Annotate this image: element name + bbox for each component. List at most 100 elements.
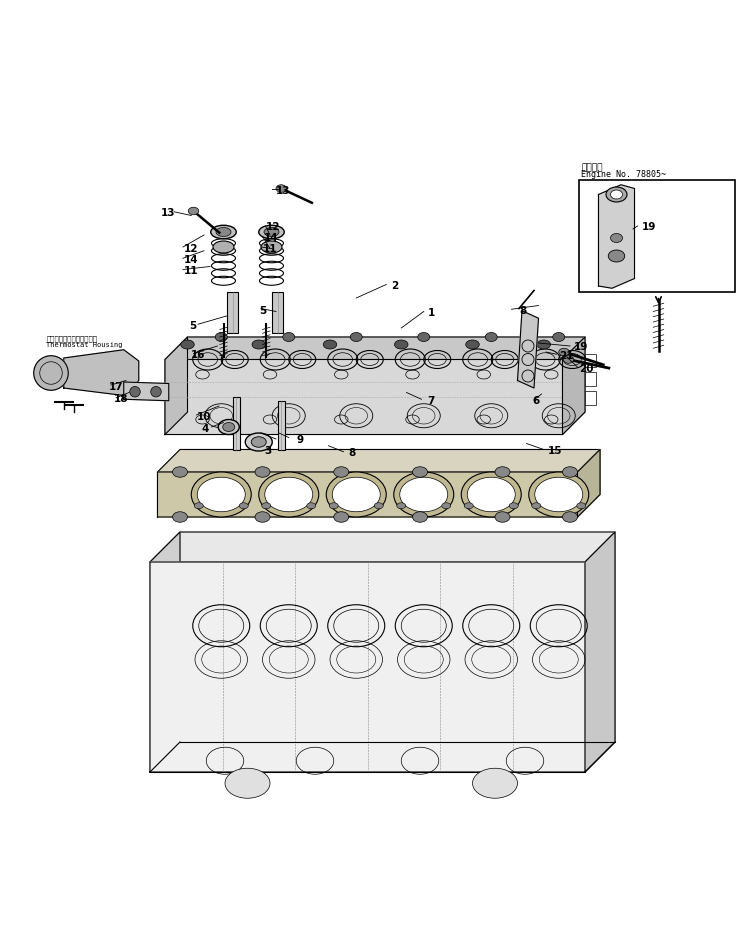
- Ellipse shape: [397, 503, 406, 509]
- Ellipse shape: [276, 185, 286, 193]
- Ellipse shape: [535, 478, 583, 512]
- Ellipse shape: [559, 348, 569, 356]
- Text: Thermostat Housing: Thermostat Housing: [46, 342, 123, 347]
- Polygon shape: [562, 337, 585, 434]
- Polygon shape: [518, 311, 538, 388]
- Ellipse shape: [151, 386, 161, 397]
- Ellipse shape: [485, 332, 497, 342]
- Bar: [585, 391, 596, 404]
- Ellipse shape: [216, 228, 231, 237]
- Text: 適用号等: 適用号等: [581, 163, 603, 173]
- Bar: [579, 179, 735, 292]
- Ellipse shape: [252, 340, 266, 349]
- Text: 11: 11: [262, 244, 277, 254]
- Polygon shape: [150, 532, 615, 562]
- Text: 10: 10: [196, 412, 211, 422]
- Ellipse shape: [213, 241, 234, 253]
- Bar: [272, 292, 283, 333]
- Ellipse shape: [223, 423, 235, 431]
- Text: 13: 13: [276, 186, 290, 195]
- Bar: [585, 372, 596, 386]
- Text: 3: 3: [264, 446, 272, 456]
- Ellipse shape: [197, 478, 245, 512]
- Ellipse shape: [261, 241, 282, 253]
- Polygon shape: [165, 337, 585, 360]
- Ellipse shape: [323, 340, 337, 349]
- Text: 19: 19: [574, 343, 588, 352]
- Ellipse shape: [218, 419, 239, 434]
- Bar: [232, 397, 240, 449]
- Ellipse shape: [211, 226, 236, 239]
- Ellipse shape: [464, 503, 473, 509]
- Text: 13: 13: [161, 209, 176, 218]
- Ellipse shape: [394, 472, 454, 517]
- Ellipse shape: [529, 472, 589, 517]
- Ellipse shape: [394, 340, 408, 349]
- Text: 5: 5: [259, 307, 266, 316]
- Ellipse shape: [334, 512, 349, 522]
- Ellipse shape: [188, 208, 199, 214]
- Text: 19: 19: [642, 223, 656, 232]
- Text: 4: 4: [201, 424, 208, 433]
- Ellipse shape: [610, 233, 622, 243]
- Ellipse shape: [326, 472, 386, 517]
- Text: 5: 5: [189, 321, 196, 330]
- Text: 7: 7: [427, 396, 435, 406]
- Bar: [278, 401, 285, 449]
- Ellipse shape: [194, 503, 203, 509]
- Ellipse shape: [400, 478, 448, 512]
- Ellipse shape: [461, 472, 521, 517]
- Ellipse shape: [495, 466, 510, 478]
- Text: 8: 8: [349, 448, 356, 458]
- Text: Engine No. 78805~: Engine No. 78805~: [581, 170, 666, 179]
- Text: 6: 6: [532, 396, 540, 407]
- Ellipse shape: [255, 466, 270, 478]
- Text: 14: 14: [184, 255, 198, 264]
- Ellipse shape: [495, 512, 510, 522]
- Ellipse shape: [509, 503, 518, 509]
- Text: 21: 21: [559, 351, 573, 361]
- Ellipse shape: [215, 332, 227, 342]
- Polygon shape: [158, 449, 600, 472]
- Ellipse shape: [329, 503, 338, 509]
- Ellipse shape: [563, 356, 574, 363]
- Ellipse shape: [130, 386, 140, 397]
- Ellipse shape: [251, 437, 266, 447]
- Polygon shape: [150, 532, 615, 772]
- Polygon shape: [158, 449, 600, 517]
- Text: 14: 14: [264, 233, 279, 243]
- Ellipse shape: [608, 250, 625, 262]
- Circle shape: [34, 356, 68, 390]
- Text: 20: 20: [579, 363, 593, 374]
- Ellipse shape: [255, 512, 270, 522]
- Ellipse shape: [610, 190, 622, 199]
- Ellipse shape: [307, 503, 316, 509]
- Ellipse shape: [350, 332, 362, 342]
- Ellipse shape: [472, 768, 518, 799]
- Ellipse shape: [442, 503, 451, 509]
- Text: サーモスタットハウジング: サーモスタットハウジング: [46, 335, 98, 342]
- Text: 15: 15: [548, 446, 562, 456]
- Ellipse shape: [413, 466, 428, 478]
- Ellipse shape: [259, 226, 284, 239]
- Ellipse shape: [467, 478, 515, 512]
- Text: 12: 12: [266, 223, 280, 232]
- Text: 1: 1: [427, 308, 435, 318]
- Text: 12: 12: [184, 244, 198, 254]
- Ellipse shape: [562, 512, 578, 522]
- Ellipse shape: [606, 187, 627, 202]
- Ellipse shape: [245, 433, 272, 451]
- Ellipse shape: [259, 472, 319, 517]
- Ellipse shape: [225, 768, 270, 799]
- Text: 18: 18: [114, 395, 128, 404]
- Ellipse shape: [532, 503, 541, 509]
- Ellipse shape: [562, 466, 578, 478]
- Ellipse shape: [553, 332, 565, 342]
- Ellipse shape: [181, 340, 194, 349]
- Ellipse shape: [466, 340, 479, 349]
- Text: 8: 8: [519, 306, 526, 315]
- Ellipse shape: [264, 228, 279, 237]
- Ellipse shape: [537, 340, 550, 349]
- Ellipse shape: [283, 332, 295, 342]
- Text: 11: 11: [184, 266, 198, 276]
